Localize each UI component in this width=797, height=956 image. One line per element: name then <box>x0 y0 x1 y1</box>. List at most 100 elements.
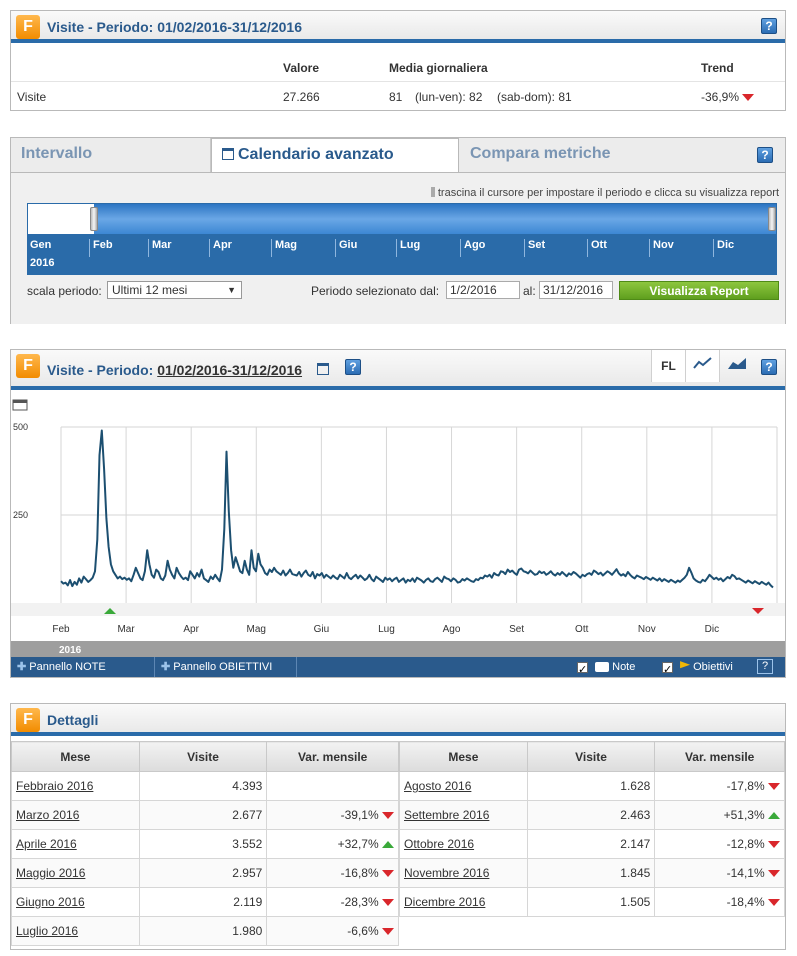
month-link[interactable]: Dicembre 2016 <box>404 895 486 909</box>
month-link[interactable]: Luglio 2016 <box>16 924 79 938</box>
table-row: Giugno 2016 2.119 -28,3% <box>11 887 399 917</box>
end-marker-icon[interactable] <box>752 608 764 614</box>
visits-cell: 2.463 <box>526 800 656 830</box>
variation-cell: -28,3% <box>266 887 399 917</box>
summary-title: Visite - Periodo: 01/02/2016-31/12/2016 <box>47 19 303 35</box>
x-tick-label: Ott <box>575 624 589 635</box>
table-header-row: Mese Visite Var. mensile <box>11 741 399 772</box>
help-icon[interactable]: ? <box>761 18 777 34</box>
slider-handle-right[interactable] <box>768 207 776 231</box>
month-label: Ago <box>460 239 485 257</box>
month-label: Apr <box>209 239 232 257</box>
details-table-left: Mese Visite Var. mensile Febbraio 2016 4.… <box>11 741 399 946</box>
fl-button[interactable]: FL <box>651 350 685 382</box>
month-cell: Dicembre 2016 <box>399 887 528 917</box>
obiettivi-checkbox[interactable] <box>662 660 673 680</box>
variation-value: -18,4% <box>726 895 765 909</box>
start-marker-icon[interactable] <box>104 608 116 614</box>
tab-bar: Intervallo Calendario avanzato Compara m… <box>11 138 785 173</box>
visits-cell: 1.980 <box>138 916 268 946</box>
variation-value: -12,8% <box>726 837 765 851</box>
variation-cell: -39,1% <box>266 800 399 830</box>
trend-value: -36,9% <box>701 90 740 104</box>
header-trend: Trend <box>701 61 734 75</box>
note-toggle[interactable]: Note <box>577 657 635 680</box>
trend-down-icon <box>382 870 394 878</box>
x-tick-label: Set <box>509 624 524 635</box>
month-link[interactable]: Aprile 2016 <box>16 837 77 851</box>
month-link[interactable]: Marzo 2016 <box>16 808 80 822</box>
range-slider[interactable] <box>27 203 777 235</box>
variation-cell: -17,8% <box>654 771 785 801</box>
tab-calendario-avanzato[interactable]: Calendario avanzato <box>211 138 459 173</box>
pannello-obiettivi-button[interactable]: ✚ Pannello OBIETTIVI <box>155 657 297 677</box>
x-tick-label: Dic <box>705 624 719 635</box>
obiettivi-label: Obiettivi <box>693 661 733 673</box>
month-link[interactable]: Febbraio 2016 <box>16 779 94 793</box>
tab-compara-metriche[interactable]: Compara metriche <box>470 145 611 162</box>
month-label: Feb <box>89 239 113 257</box>
col-mese: Mese <box>399 741 528 772</box>
info-icon[interactable]: ? <box>757 659 773 674</box>
month-label: Dic <box>713 239 734 257</box>
x-tick-label: Ago <box>443 624 461 635</box>
month-link[interactable]: Giugno 2016 <box>16 895 85 909</box>
note-checkbox[interactable] <box>577 660 588 680</box>
date-to-input[interactable]: 31/12/2016 <box>539 281 613 299</box>
flag-icon <box>680 661 691 669</box>
summary-panel: F Visite - Periodo: 01/02/2016-31/12/201… <box>10 10 786 111</box>
help-icon[interactable]: ? <box>345 359 361 375</box>
pannello-note-button[interactable]: ✚ Pannello NOTE <box>11 657 155 677</box>
help-icon[interactable]: ? <box>757 147 773 163</box>
month-link[interactable]: Novembre 2016 <box>404 866 490 880</box>
month-label: Set <box>524 239 545 257</box>
table-header-row: Mese Visite Var. mensile <box>399 741 785 772</box>
month-cell: Agosto 2016 <box>399 771 528 801</box>
calendar-icon <box>222 148 234 160</box>
visits-line-chart: 500 250 Feb Mar Apr Mag Giu Lug Ago Set Ott Nov Dic… <box>11 399 785 657</box>
month-link[interactable]: Ottobre 2016 <box>404 837 475 851</box>
x-tick-label: Nov <box>638 624 656 635</box>
navigator-strip <box>11 603 785 616</box>
date-from-input[interactable]: 1/2/2016 <box>446 281 520 299</box>
details-table-right: Mese Visite Var. mensile Agosto 2016 1.62… <box>399 741 785 917</box>
month-link[interactable]: Agosto 2016 <box>404 779 472 793</box>
tab-label: Calendario avanzato <box>238 146 394 163</box>
calendar-icon[interactable] <box>317 363 329 375</box>
slider-handle-left[interactable] <box>90 207 98 231</box>
visits-cell: 2.957 <box>138 858 268 888</box>
dropdown-arrow-icon: ▼ <box>227 285 236 295</box>
visits-cell: 4.393 <box>138 771 268 801</box>
variation-cell <box>266 771 399 801</box>
month-label: Giu <box>335 239 357 257</box>
table-row: Luglio 2016 1.980 -6,6% <box>11 916 399 946</box>
month-cell: Novembre 2016 <box>399 858 528 888</box>
calendar-body: trascina il cursore per impostare il per… <box>11 172 785 324</box>
line-chart-button[interactable] <box>685 350 719 382</box>
visits-cell: 2.677 <box>138 800 268 830</box>
row-lunven: (lun-ven): 82 <box>415 90 483 104</box>
help-icon[interactable]: ? <box>761 359 777 375</box>
variation-value: -14,1% <box>726 866 765 880</box>
month-link[interactable]: Settembre 2016 <box>404 808 490 822</box>
visits-cell: 2.119 <box>138 887 268 917</box>
slider-hint: trascina il cursore per impostare il per… <box>430 187 779 199</box>
col-visite: Visite <box>526 741 656 772</box>
obiettivi-toggle[interactable]: Obiettivi <box>662 657 733 680</box>
variation-cell: -14,1% <box>654 858 785 888</box>
month-link[interactable]: Maggio 2016 <box>16 866 86 880</box>
month-cell: Febbraio 2016 <box>11 771 140 801</box>
visits-cell: 3.552 <box>138 829 268 859</box>
year-strip <box>11 641 785 657</box>
row-media: 81 <box>389 90 403 104</box>
table-row: Ottobre 2016 2.147 -12,8% <box>399 829 785 859</box>
row-sabdom: (sab-dom): 81 <box>497 90 572 104</box>
area-chart-button[interactable] <box>719 350 753 382</box>
visualizza-report-button[interactable]: Visualizza Report <box>619 281 779 300</box>
to-label: al: <box>523 284 536 298</box>
line-chart-icon <box>692 357 712 369</box>
chart-title-period[interactable]: 01/02/2016-31/12/2016 <box>157 362 303 378</box>
variation-cell: +32,7% <box>266 829 399 859</box>
scale-dropdown[interactable]: Ultimi 12 mesi ▼ <box>107 281 242 299</box>
tab-intervallo[interactable]: Intervallo <box>11 138 211 172</box>
